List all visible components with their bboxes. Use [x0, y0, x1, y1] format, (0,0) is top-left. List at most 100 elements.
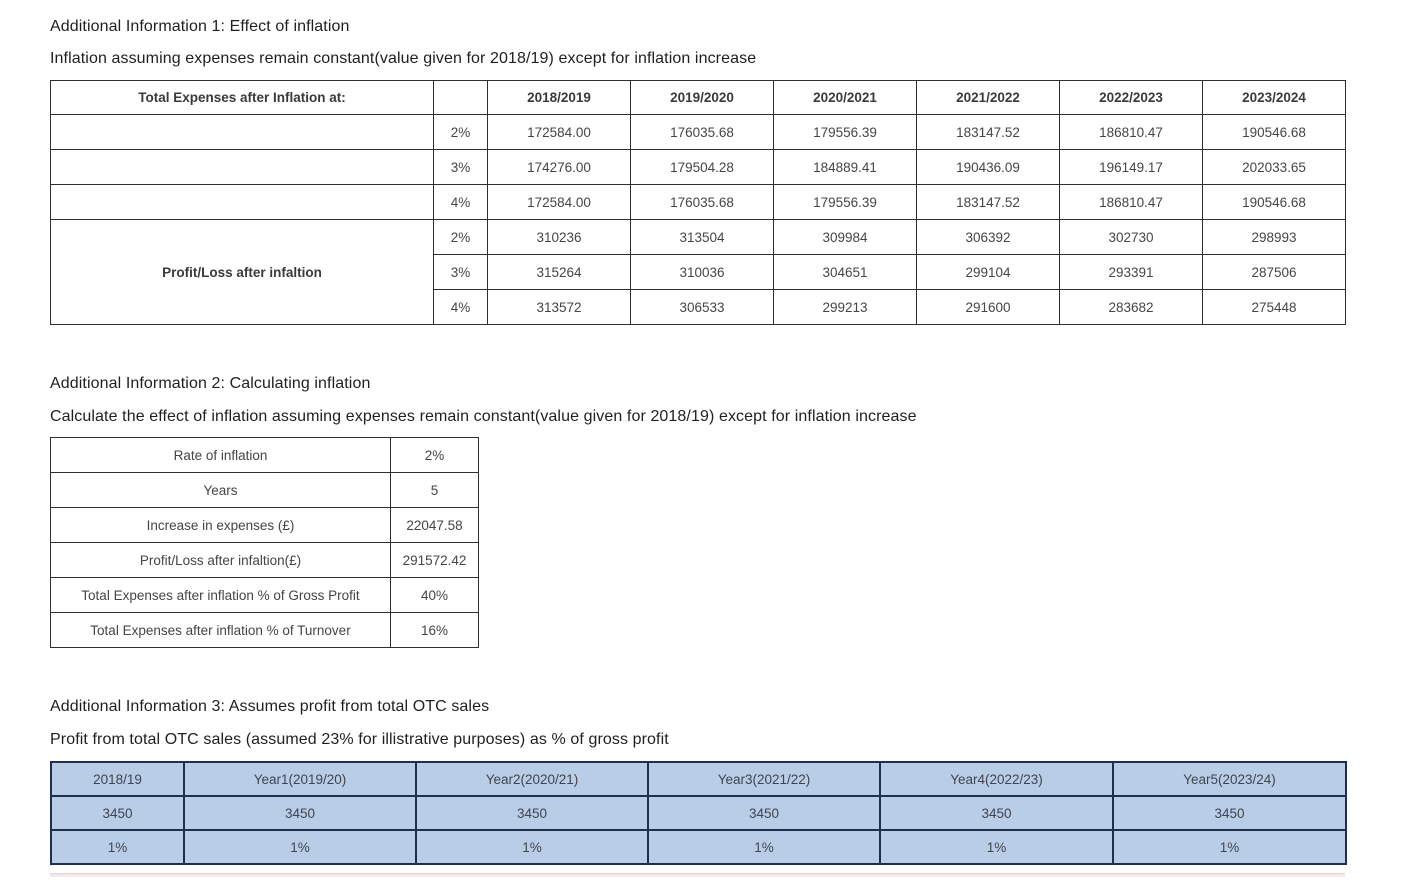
value-cell: 1% — [50, 829, 185, 865]
table-row: 4% 172584.00 176035.68 179556.39 183147.… — [50, 184, 1346, 220]
rate-cell: 4% — [433, 184, 488, 220]
rate-cell: 2% — [433, 114, 488, 150]
value-cell: 299213 — [773, 289, 917, 325]
year-header-cell: 2018/19 — [50, 761, 185, 797]
value-cell: 202033.65 — [1202, 149, 1346, 185]
rate-cell: 3% — [433, 254, 488, 290]
value-cell: 1% — [647, 829, 881, 865]
value-cell: 1% — [879, 829, 1114, 865]
rate-cell: 3% — [433, 149, 488, 185]
section3-title: Additional Information 3: Assumes profit… — [50, 698, 490, 715]
value-cell: 3450 — [50, 795, 185, 831]
empty-cell — [50, 149, 434, 185]
year-header-cell: Year1(2019/20) — [183, 761, 417, 797]
section1-title: Additional Information 1: Effect of infl… — [50, 18, 350, 35]
value-cell: 16% — [390, 612, 479, 648]
year-header-cell: 2020/2021 — [773, 80, 917, 115]
table-row: Profit/Loss after infaltion(£) 291572.42 — [50, 542, 479, 578]
value-cell: 3450 — [183, 795, 417, 831]
value-cell: 313572 — [487, 289, 631, 325]
value-cell: 293391 — [1059, 254, 1203, 290]
empty-cell — [50, 184, 434, 220]
table-row: 3% 315264 310036 304651 299104 293391 28… — [51, 254, 1346, 290]
section1-subtitle: Inflation assuming expenses remain const… — [50, 50, 757, 67]
empty-cell — [50, 114, 434, 150]
value-cell: 313504 — [630, 219, 774, 255]
section2-title: Additional Information 2: Calculating in… — [50, 375, 371, 392]
year-header-cell: 2019/2020 — [630, 80, 774, 115]
value-cell: 1% — [1112, 829, 1347, 865]
value-cell: 5 — [390, 472, 479, 508]
value-cell: 172584.00 — [487, 114, 631, 150]
value-cell: 3450 — [415, 795, 649, 831]
table-row: Years 5 — [50, 472, 479, 508]
value-cell: 298993 — [1202, 219, 1346, 255]
profit-loss-label-cell: Profit/Loss after infaltion — [50, 219, 434, 325]
value-cell: 283682 — [1059, 289, 1203, 325]
rate-cell: 2% — [433, 219, 488, 255]
value-cell: 304651 — [773, 254, 917, 290]
label-cell: Profit/Loss after infaltion(£) — [50, 542, 391, 578]
table-row: Rate of inflation 2% — [50, 437, 479, 473]
value-cell: 2% — [390, 437, 479, 473]
year-header-cell: 2022/2023 — [1059, 80, 1203, 115]
value-cell: 291572.42 — [390, 542, 479, 578]
value-cell: 184889.41 — [773, 149, 917, 185]
value-cell: 179504.28 — [630, 149, 774, 185]
table-row: 3% 174276.00 179504.28 184889.41 190436.… — [50, 149, 1346, 185]
value-cell: 186810.47 — [1059, 184, 1203, 220]
value-cell: 183147.52 — [916, 114, 1060, 150]
value-cell: 186810.47 — [1059, 114, 1203, 150]
value-cell: 287506 — [1202, 254, 1346, 290]
value-cell: 190546.68 — [1202, 184, 1346, 220]
value-cell: 3450 — [1112, 795, 1347, 831]
year-header-cell: 2018/2019 — [487, 80, 631, 115]
table-row: Increase in expenses (£) 22047.58 — [50, 507, 479, 543]
value-cell: 172584.00 — [487, 184, 631, 220]
label-cell: Increase in expenses (£) — [50, 507, 391, 543]
value-cell: 176035.68 — [630, 114, 774, 150]
year-header-cell: Year3(2021/22) — [647, 761, 881, 797]
value-cell: 275448 — [1202, 289, 1346, 325]
value-cell: 3450 — [879, 795, 1114, 831]
label-cell: Total Expenses after inflation % of Gros… — [50, 577, 391, 613]
value-cell: 291600 — [916, 289, 1060, 325]
label-cell: Rate of inflation — [50, 437, 391, 473]
value-cell: 196149.17 — [1059, 149, 1203, 185]
table-row: 3450 3450 3450 3450 3450 3450 — [50, 795, 1347, 831]
table-row: Total Expenses after inflation % of Gros… — [50, 577, 479, 613]
value-cell: 309984 — [773, 219, 917, 255]
empty-cell — [433, 80, 488, 115]
table-row: Total Expenses after inflation % of Turn… — [50, 612, 479, 648]
value-cell: 179556.39 — [773, 184, 917, 220]
year-header-cell: Year2(2020/21) — [415, 761, 649, 797]
value-cell: 306533 — [630, 289, 774, 325]
inflation-effect-table: Total Expenses after Inflation at: 2018/… — [50, 80, 1346, 325]
value-cell: 310036 — [630, 254, 774, 290]
value-cell: 190546.68 — [1202, 114, 1346, 150]
calculating-inflation-table: Rate of inflation 2% Years 5 Increase in… — [50, 437, 479, 648]
table-row: 1% 1% 1% 1% 1% 1% — [50, 829, 1347, 865]
section3-subtitle: Profit from total OTC sales (assumed 23%… — [50, 731, 669, 748]
value-cell: 183147.52 — [916, 184, 1060, 220]
otc-sales-table: 2018/19 Year1(2019/20) Year2(2020/21) Ye… — [50, 761, 1347, 865]
year-header-cell: Year4(2022/23) — [879, 761, 1114, 797]
year-header-cell: 2021/2022 — [916, 80, 1060, 115]
year-header-cell: Year5(2023/24) — [1112, 761, 1347, 797]
value-cell: 1% — [415, 829, 649, 865]
value-cell: 315264 — [487, 254, 631, 290]
corner-label-cell: Total Expenses after Inflation at: — [50, 80, 434, 115]
table-header-row: Total Expenses after Inflation at: 2018/… — [50, 80, 1346, 115]
label-cell: Years — [50, 472, 391, 508]
rate-cell: 4% — [433, 289, 488, 325]
table-row: Profit/Loss after infaltion 2% 310236 31… — [50, 219, 1346, 325]
value-cell: 3450 — [647, 795, 881, 831]
value-cell: 190436.09 — [916, 149, 1060, 185]
value-cell: 40% — [390, 577, 479, 613]
table-row: 2% 172584.00 176035.68 179556.39 183147.… — [50, 114, 1346, 150]
value-cell: 306392 — [916, 219, 1060, 255]
value-cell: 1% — [183, 829, 417, 865]
value-cell: 22047.58 — [390, 507, 479, 543]
label-cell: Total Expenses after inflation % of Turn… — [50, 612, 391, 648]
